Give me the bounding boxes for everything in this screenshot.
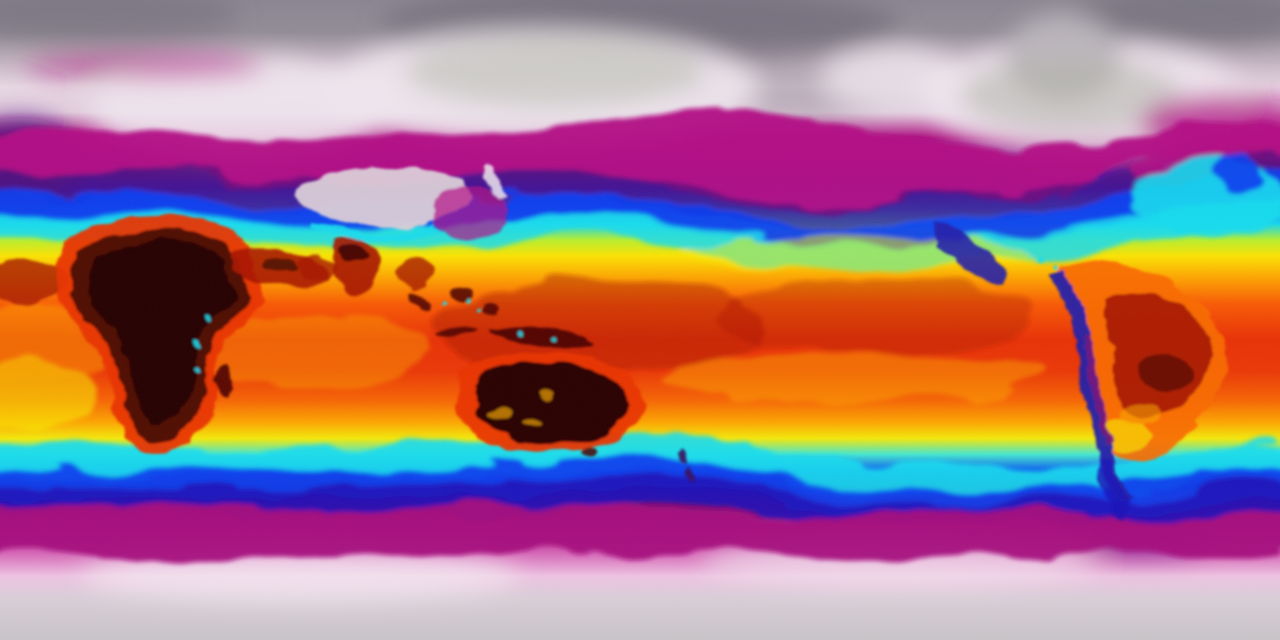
screenshot-root: [0, 0, 1280, 640]
grain-texture-overlay: [0, 0, 1280, 640]
world-temperature-map: [0, 0, 1280, 640]
